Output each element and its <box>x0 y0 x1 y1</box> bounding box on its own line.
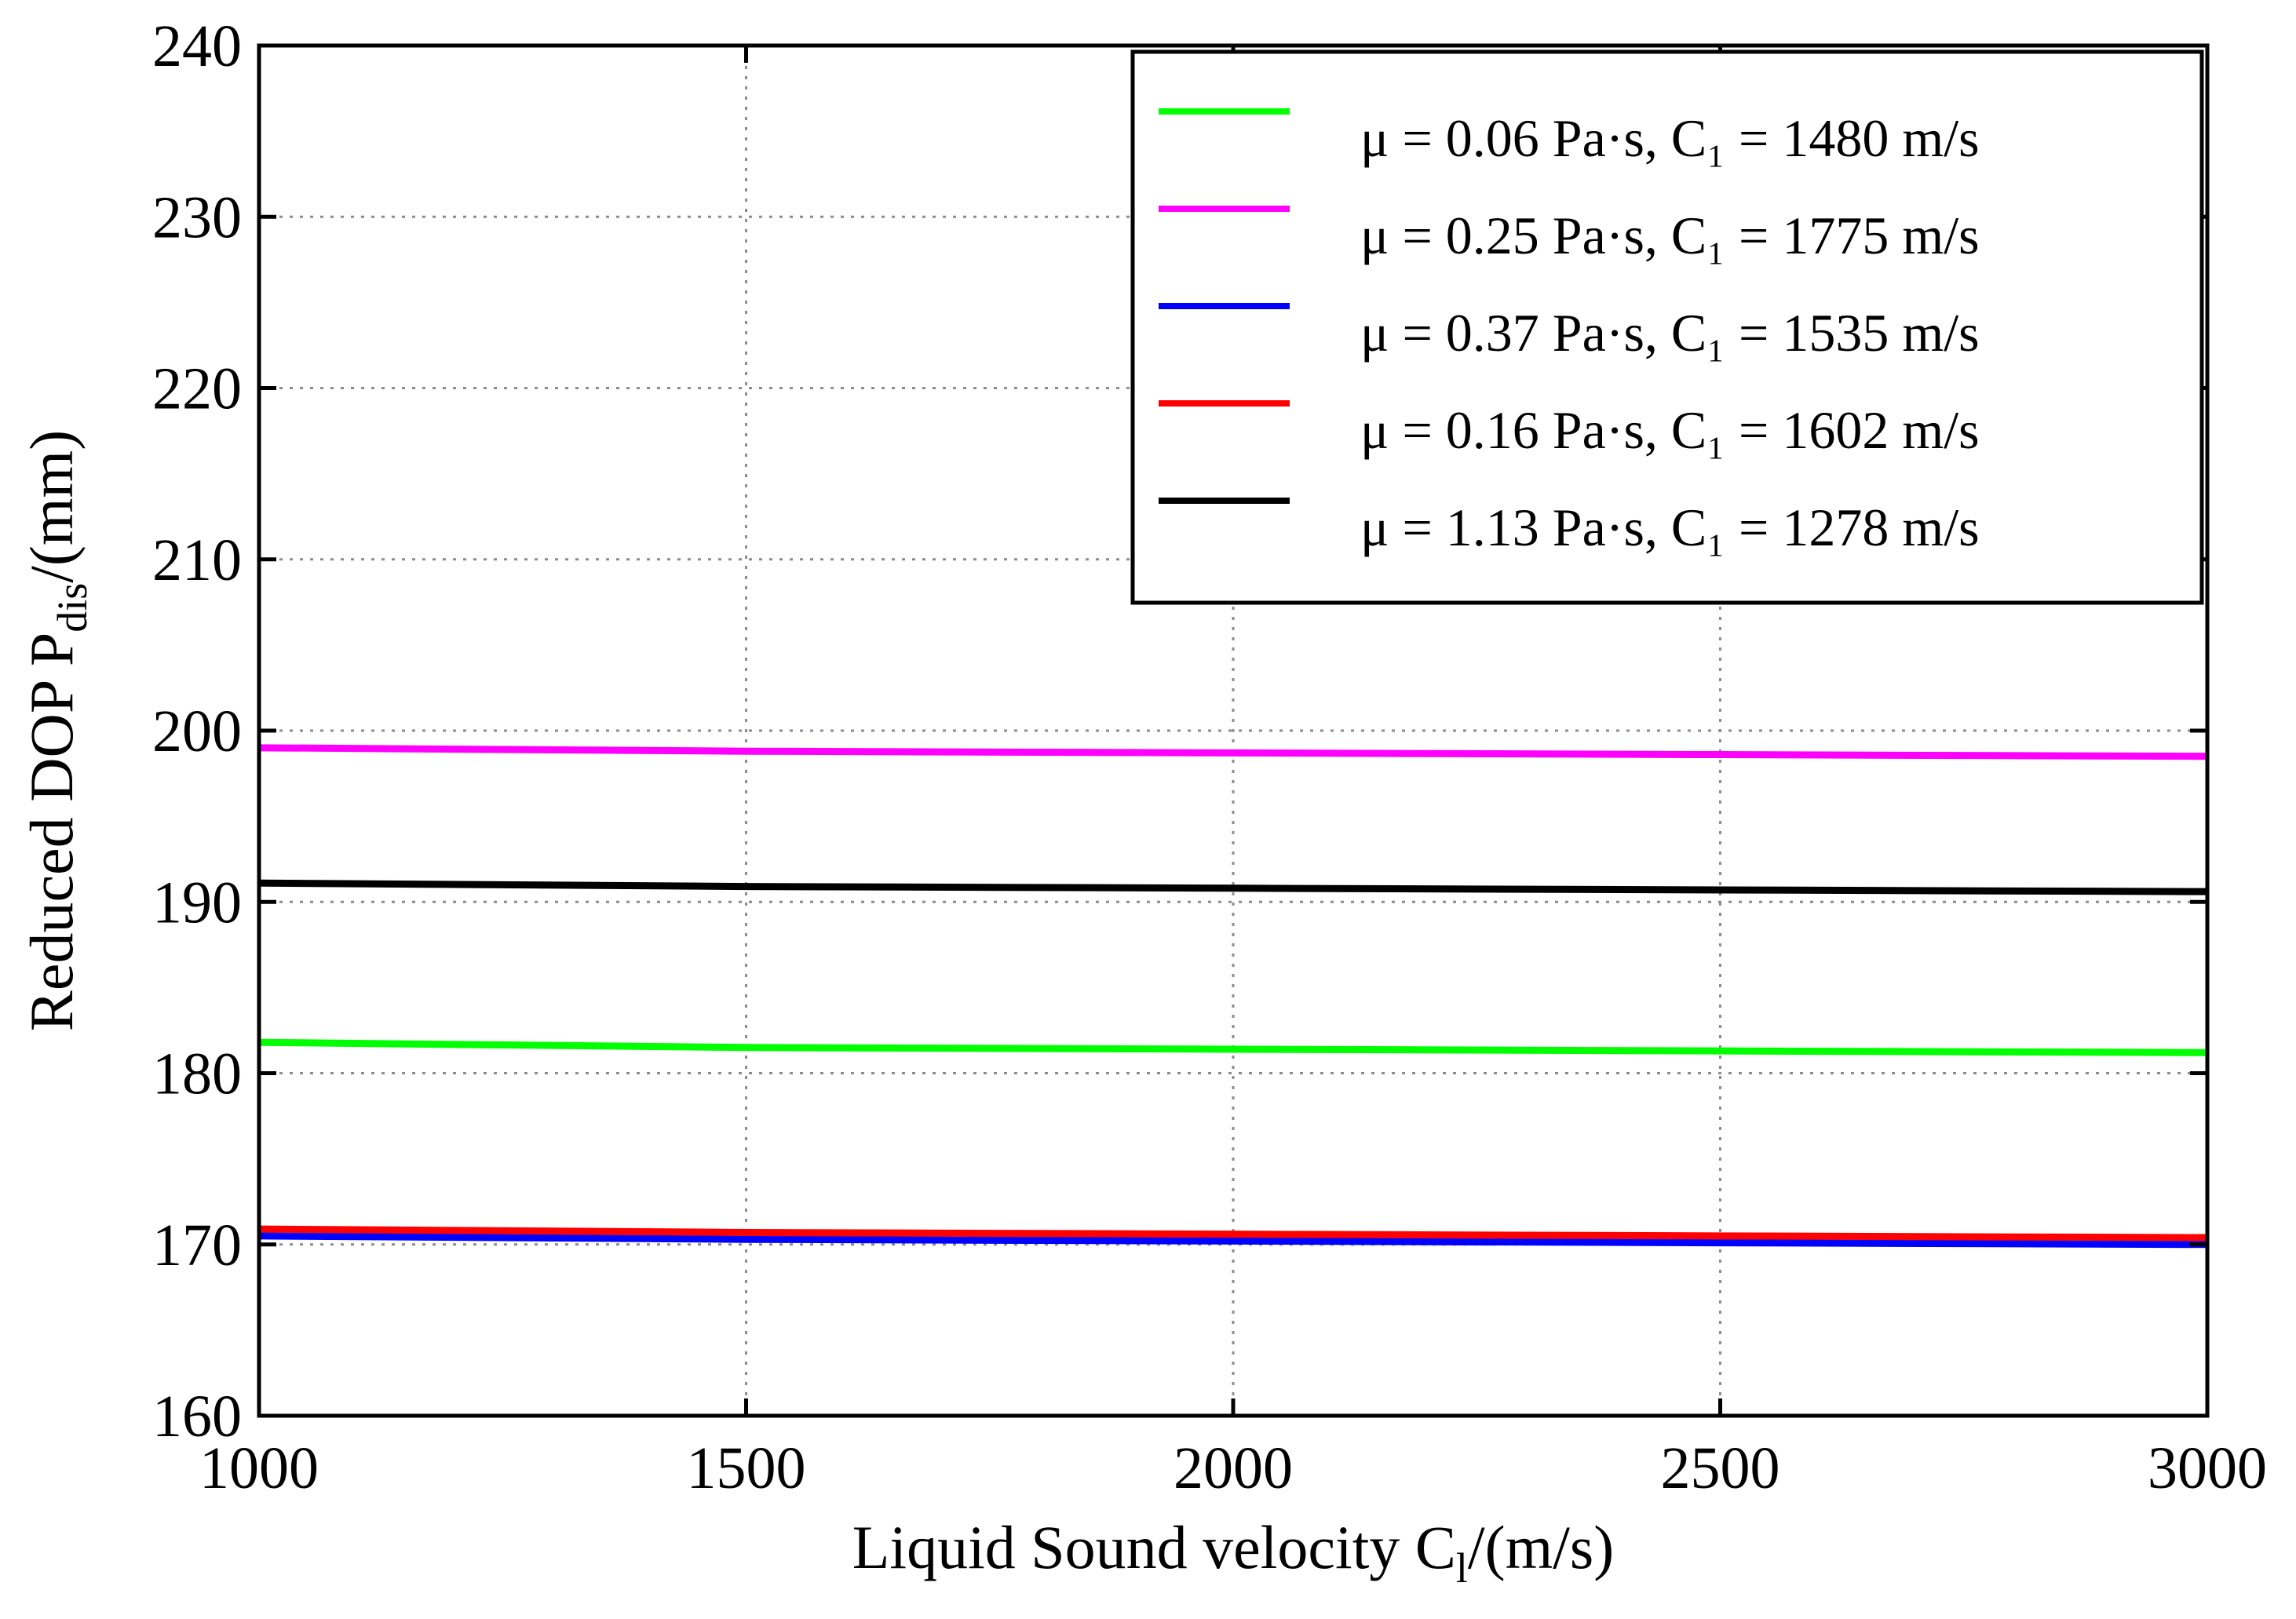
y-axis-label-subscript: dis <box>49 583 96 633</box>
x-tick-label: 3000 <box>2148 1435 2267 1501</box>
y-tick-label: 240 <box>152 13 242 79</box>
x-tick-label: 1000 <box>199 1435 319 1501</box>
legend-entry-label: μ = 0.37 Pa·s, C₁ = 1535 m/s <box>1360 303 1980 363</box>
y-tick-label: 170 <box>152 1212 242 1278</box>
legend-entry-label: μ = 0.06 Pa·s, C₁ = 1480 m/s <box>1360 108 1980 168</box>
x-tick-label: 1500 <box>687 1435 806 1501</box>
y-tick-label: 180 <box>152 1041 242 1107</box>
y-axis-label: Reduced DOP Pdis/(mm) <box>17 430 96 1031</box>
x-tick-label: 2000 <box>1174 1435 1293 1501</box>
x-tick-label: 2500 <box>1661 1435 1780 1501</box>
x-axis-label-subscript: l <box>1456 1544 1468 1592</box>
series-layer <box>258 744 2208 1249</box>
x-axis-label-suffix: /(m/s) <box>1468 1513 1614 1581</box>
y-tick-label: 200 <box>152 698 242 764</box>
y-tick-label: 160 <box>152 1384 242 1449</box>
y-tick-label: 210 <box>152 527 242 593</box>
y-tick-label: 190 <box>152 870 242 935</box>
legend-entry-label: μ = 0.16 Pa·s, C₁ = 1602 m/s <box>1360 400 1980 460</box>
y-tick-label: 220 <box>152 356 242 422</box>
x-axis-label: Liquid Sound velocity Cl/(m/s) <box>852 1513 1615 1592</box>
y-axis-label-suffix: /(mm) <box>17 430 86 583</box>
series-line <box>258 1232 2208 1249</box>
series-line <box>258 744 2208 760</box>
legend-entry-label: μ = 1.13 Pa·s, C₁ = 1278 m/s <box>1360 498 1980 557</box>
legend: μ = 0.06 Pa·s, C₁ = 1480 m/s μ = 0.25 Pa·… <box>1130 49 2204 605</box>
legend-entries: μ = 0.06 Pa·s, C₁ = 1480 m/s μ = 0.25 Pa·… <box>1159 108 1980 557</box>
y-tick-label: 230 <box>152 184 242 250</box>
legend-entry-label: μ = 0.25 Pa·s, C₁ = 1775 m/s <box>1360 206 1980 265</box>
tick-layer: 1000 1500 2000 2500 3000 160 170 180 190 200 210 22… <box>152 13 2267 1501</box>
y-axis-label-main: Reduced DOP P <box>17 633 86 1031</box>
series-line <box>258 879 2208 895</box>
series-line <box>258 1225 2208 1242</box>
x-axis-label-main: Liquid Sound velocity C <box>852 1513 1456 1581</box>
legend-box <box>1130 49 2204 605</box>
series-line <box>258 1038 2208 1056</box>
